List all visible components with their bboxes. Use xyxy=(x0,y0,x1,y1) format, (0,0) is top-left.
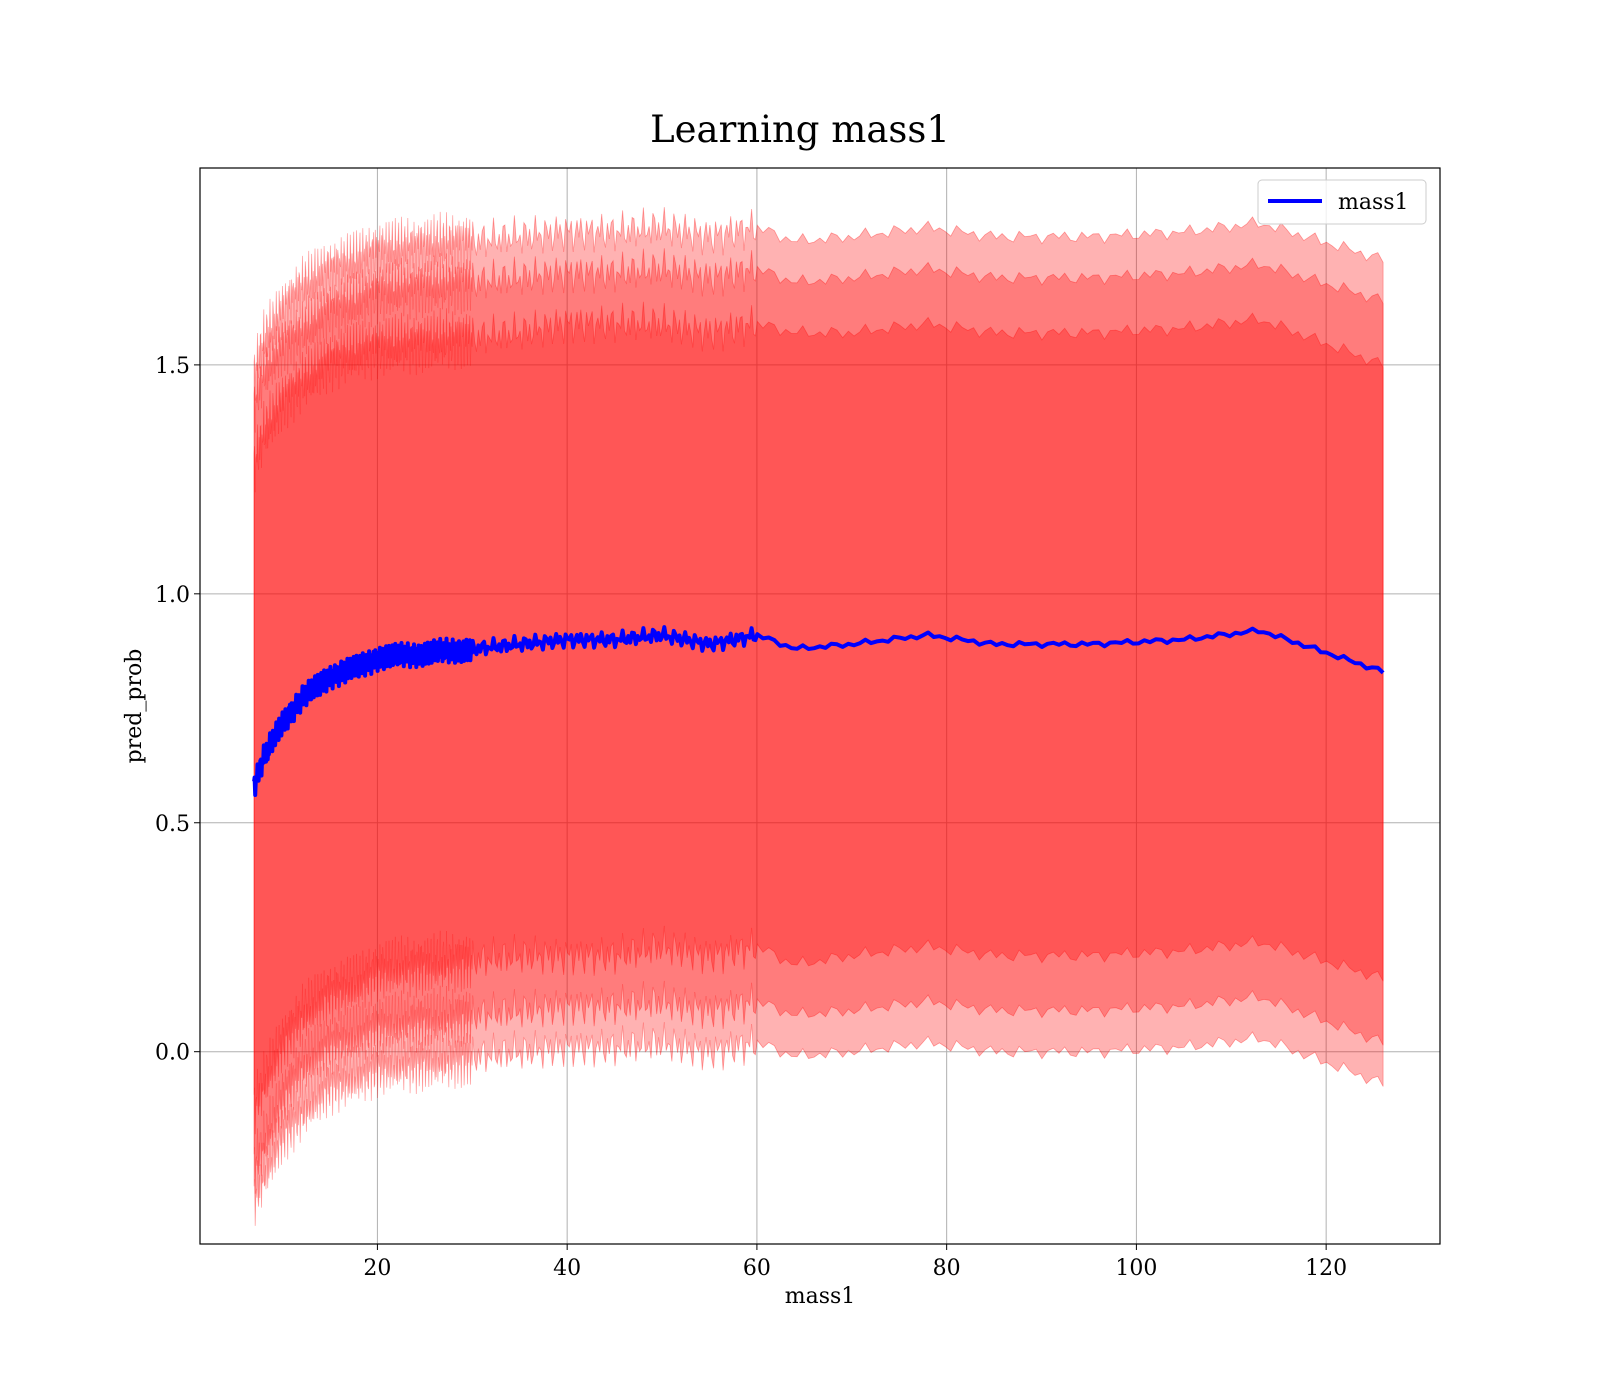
grid xyxy=(200,168,1440,1244)
x-tick-label: 40 xyxy=(553,1256,581,1281)
band-3 xyxy=(253,207,1384,1226)
y-tick-label: 0.5 xyxy=(155,812,190,837)
y-tick-label: 1.5 xyxy=(155,354,190,379)
series-line-mass1 xyxy=(252,625,1385,797)
series-lines xyxy=(252,625,1385,797)
ticks: 20 40 60 80 100 120 0.0 0.5 1.0 1.5 xyxy=(155,354,1347,1281)
band-2 xyxy=(253,248,1384,1194)
x-tick-label: 120 xyxy=(1305,1256,1347,1281)
y-tick-label: 1.0 xyxy=(155,583,190,608)
x-tick-label: 60 xyxy=(743,1256,771,1281)
plot-frame xyxy=(199,167,1441,1245)
legend-label-mass1: mass1 xyxy=(1338,190,1409,215)
legend-box xyxy=(1257,179,1427,225)
chart-title: Learning mass1 xyxy=(650,108,950,151)
uncertainty-bands xyxy=(253,207,1384,1226)
y-tick-label: 0.0 xyxy=(155,1041,190,1066)
x-axis-label: mass1 xyxy=(785,1284,856,1309)
y-axis-label: pred_prob xyxy=(122,649,147,764)
band-1 xyxy=(253,301,1384,1135)
x-tick-label: 20 xyxy=(363,1256,391,1281)
x-tick-label: 80 xyxy=(933,1256,961,1281)
x-tick-label: 100 xyxy=(1115,1256,1157,1281)
legend: mass1 xyxy=(1257,179,1427,225)
